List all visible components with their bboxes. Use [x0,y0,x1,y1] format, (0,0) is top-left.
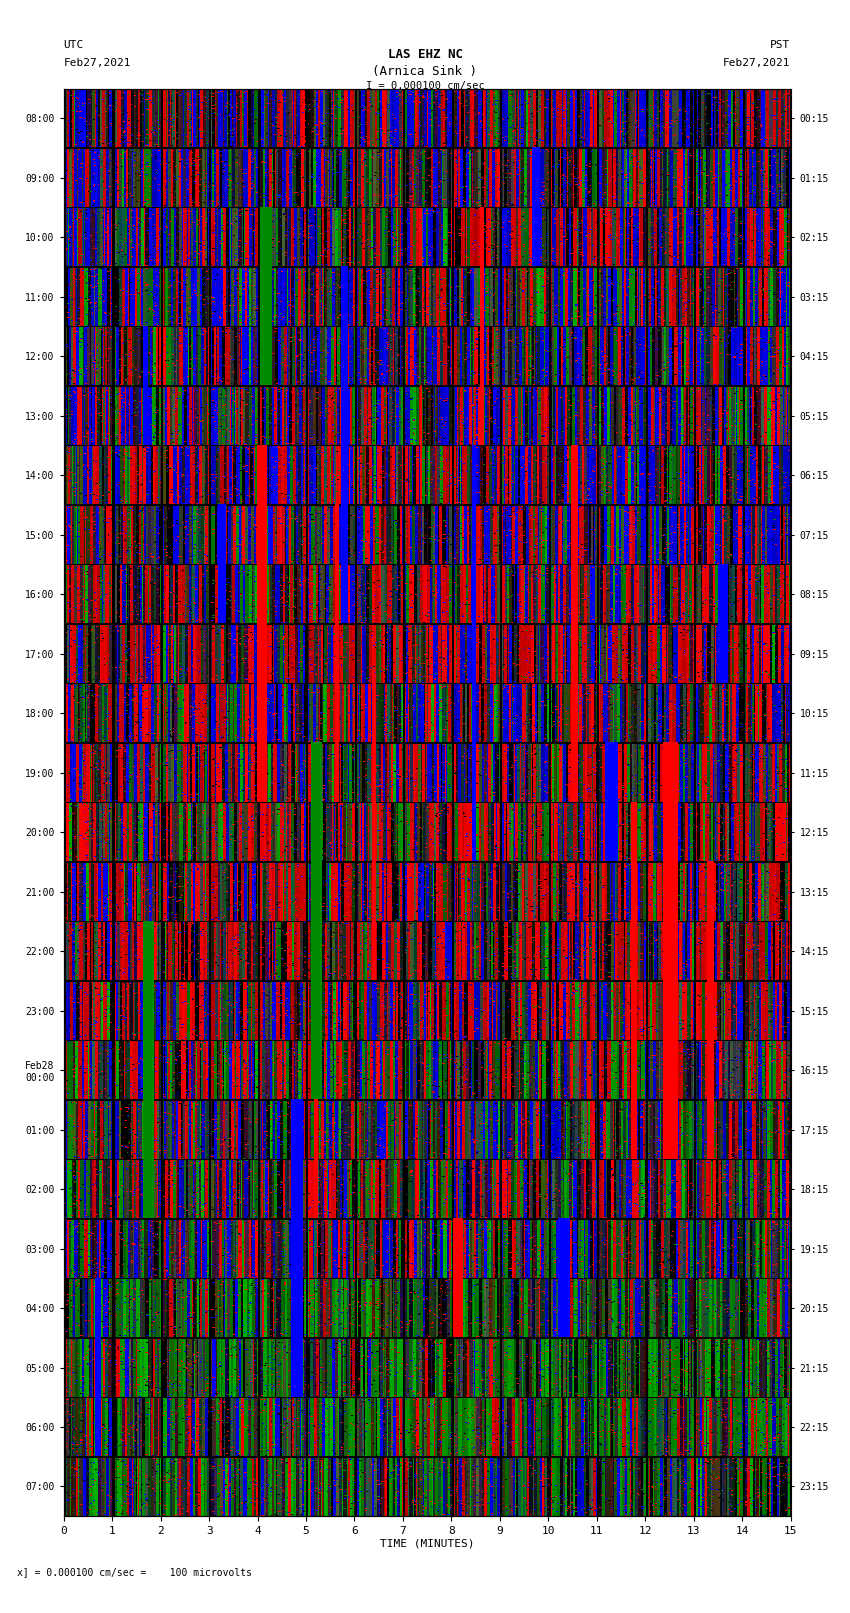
Text: UTC: UTC [64,40,84,50]
Text: Feb27,2021: Feb27,2021 [723,58,791,68]
Text: I = 0.000100 cm/sec: I = 0.000100 cm/sec [366,81,484,90]
Text: Feb27,2021: Feb27,2021 [64,58,131,68]
Text: x] = 0.000100 cm/sec =    100 microvolts: x] = 0.000100 cm/sec = 100 microvolts [17,1568,252,1578]
Text: PST: PST [770,40,790,50]
Text: (Arnica Sink ): (Arnica Sink ) [372,65,478,77]
Text: LAS EHZ NC: LAS EHZ NC [388,48,462,61]
X-axis label: TIME (MINUTES): TIME (MINUTES) [380,1539,474,1548]
